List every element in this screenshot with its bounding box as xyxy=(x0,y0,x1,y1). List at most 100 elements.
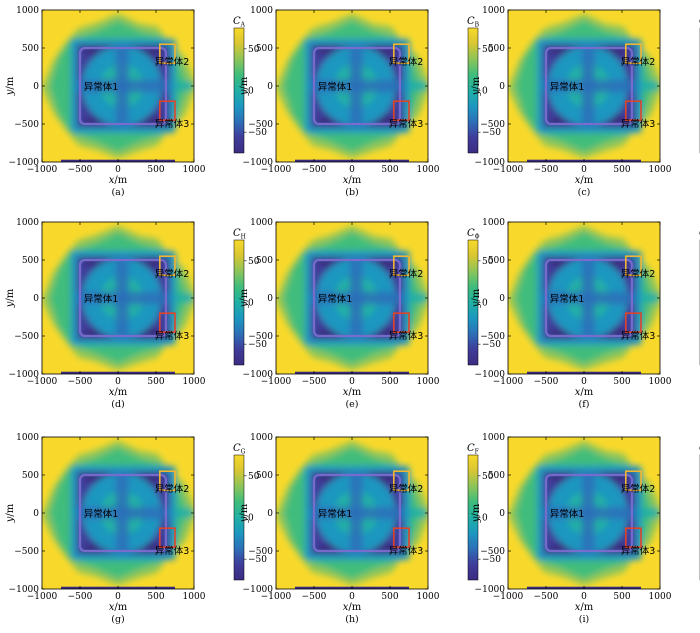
colorbar-subscript: Φ xyxy=(475,234,480,241)
cross-horizontal xyxy=(542,79,636,93)
x-tick-label: 1000 xyxy=(417,592,440,602)
x-tick-label: −1000 xyxy=(261,592,292,602)
y-tick-label: 1000 xyxy=(16,218,39,228)
x-tick-label: −500 xyxy=(534,592,559,602)
cross-horizontal xyxy=(76,79,170,93)
y-axis-label: y/m xyxy=(471,288,482,308)
heatmap-field xyxy=(42,222,194,374)
square-frame xyxy=(312,473,401,553)
anomaly-2-box xyxy=(392,470,410,492)
anomaly-3-label: 异常体3 xyxy=(389,118,424,130)
x-axis-unit: /m xyxy=(114,387,127,398)
cross-horizontal xyxy=(76,291,170,305)
x-axis-label: x/m xyxy=(343,387,362,398)
y-axis-unit: /m xyxy=(471,288,482,301)
heatmap-layers xyxy=(508,225,660,371)
colorbar-tick-label: −50 xyxy=(248,128,267,138)
y-tick-label: 500 xyxy=(22,256,39,266)
colorbar-tick-label: 0 xyxy=(482,87,488,97)
anomaly-2-box xyxy=(159,255,176,277)
colorbar-subscript: G xyxy=(241,449,246,456)
anomaly-2-label: 异常体2 xyxy=(389,56,424,68)
y-tick-label: 1000 xyxy=(250,6,273,16)
y-axis-label: y/m xyxy=(5,76,16,96)
y-tick-label: 500 xyxy=(256,256,273,266)
y-tick-label: 500 xyxy=(22,471,39,481)
panel-caption: (i) xyxy=(579,614,589,625)
x-tick-label: −500 xyxy=(302,165,327,175)
right-channel xyxy=(409,508,428,518)
x-tick-label: −1000 xyxy=(261,377,292,387)
y-tick-label: 500 xyxy=(256,44,273,54)
y-tick-label: −500 xyxy=(480,120,505,130)
x-tick-label: 1000 xyxy=(649,377,672,387)
anomaly-3-label: 异常体3 xyxy=(621,330,656,342)
y-tick-label: −1000 xyxy=(9,158,40,168)
right-channel xyxy=(409,293,428,303)
colorbar-tick-label: −50 xyxy=(482,340,501,350)
heatmap-field xyxy=(276,437,428,589)
y-tick-label: 1000 xyxy=(482,218,505,228)
x-axis-unit: /m xyxy=(580,175,593,186)
x-tick-label: 1000 xyxy=(183,377,206,387)
x-tick-label: 500 xyxy=(613,592,630,602)
x-axis-label: x/m xyxy=(109,602,128,613)
y-tick-label: 0 xyxy=(33,82,39,92)
x-tick-label: 0 xyxy=(115,592,121,602)
y-tick-label: −1000 xyxy=(475,370,506,380)
colorbar-symbol: C xyxy=(233,16,241,27)
x-tick-label: 1000 xyxy=(183,165,206,175)
anomaly-3-label: 异常体3 xyxy=(389,330,424,342)
y-axis-variable: y xyxy=(5,89,16,96)
x-tick-label: −500 xyxy=(68,377,93,387)
y-tick-label: 1000 xyxy=(482,433,505,443)
y-tick-label: −1000 xyxy=(9,585,40,595)
colorbar-tick-label: −50 xyxy=(482,555,501,565)
x-axis-variable: x xyxy=(109,175,115,186)
square-frame xyxy=(312,46,401,126)
x-tick-label: −500 xyxy=(534,165,559,175)
x-axis-label: x/m xyxy=(109,175,128,186)
square-frame xyxy=(544,46,633,126)
x-axis-unit: /m xyxy=(580,387,593,398)
x-axis-variable: x xyxy=(575,387,581,398)
colorbar-tick-label: −50 xyxy=(248,340,267,350)
y-tick-label: 1000 xyxy=(250,433,273,443)
y-axis-variable: y xyxy=(5,516,16,523)
heatmap-field xyxy=(42,10,194,162)
panel-caption: (e) xyxy=(345,399,358,410)
panel-caption: (b) xyxy=(345,187,359,198)
cross-horizontal xyxy=(76,506,170,520)
colorbar-tick-label: 50 xyxy=(248,45,260,55)
y-tick-label: −500 xyxy=(14,332,39,342)
x-tick-label: 0 xyxy=(349,377,355,387)
y-tick-label: 1000 xyxy=(16,433,39,443)
colorbar-tick-label: 50 xyxy=(482,472,494,482)
y-axis-unit: /m xyxy=(5,76,16,89)
anomaly-3-box xyxy=(624,527,642,549)
y-axis-label: y/m xyxy=(5,288,16,308)
y-tick-label: 0 xyxy=(267,509,273,519)
x-axis-unit: /m xyxy=(580,602,593,613)
colorbar-tick-label: 50 xyxy=(248,472,260,482)
x-tick-label: −500 xyxy=(302,592,327,602)
colorbar-title: CΦ xyxy=(467,228,480,241)
y-axis-unit: /m xyxy=(5,288,16,301)
x-tick-label: −1000 xyxy=(27,377,58,387)
anomaly-3-label: 异常体3 xyxy=(621,545,656,557)
y-axis-variable: y xyxy=(239,89,250,96)
x-tick-label: 0 xyxy=(115,165,121,175)
cross-horizontal xyxy=(542,291,636,305)
x-axis-label: x/m xyxy=(109,387,128,398)
x-tick-label: −500 xyxy=(534,377,559,387)
y-tick-label: −1000 xyxy=(243,370,274,380)
y-axis-unit: /m xyxy=(471,503,482,516)
x-axis-label: x/m xyxy=(575,602,594,613)
x-axis-variable: x xyxy=(343,602,349,613)
right-channel xyxy=(175,508,194,518)
